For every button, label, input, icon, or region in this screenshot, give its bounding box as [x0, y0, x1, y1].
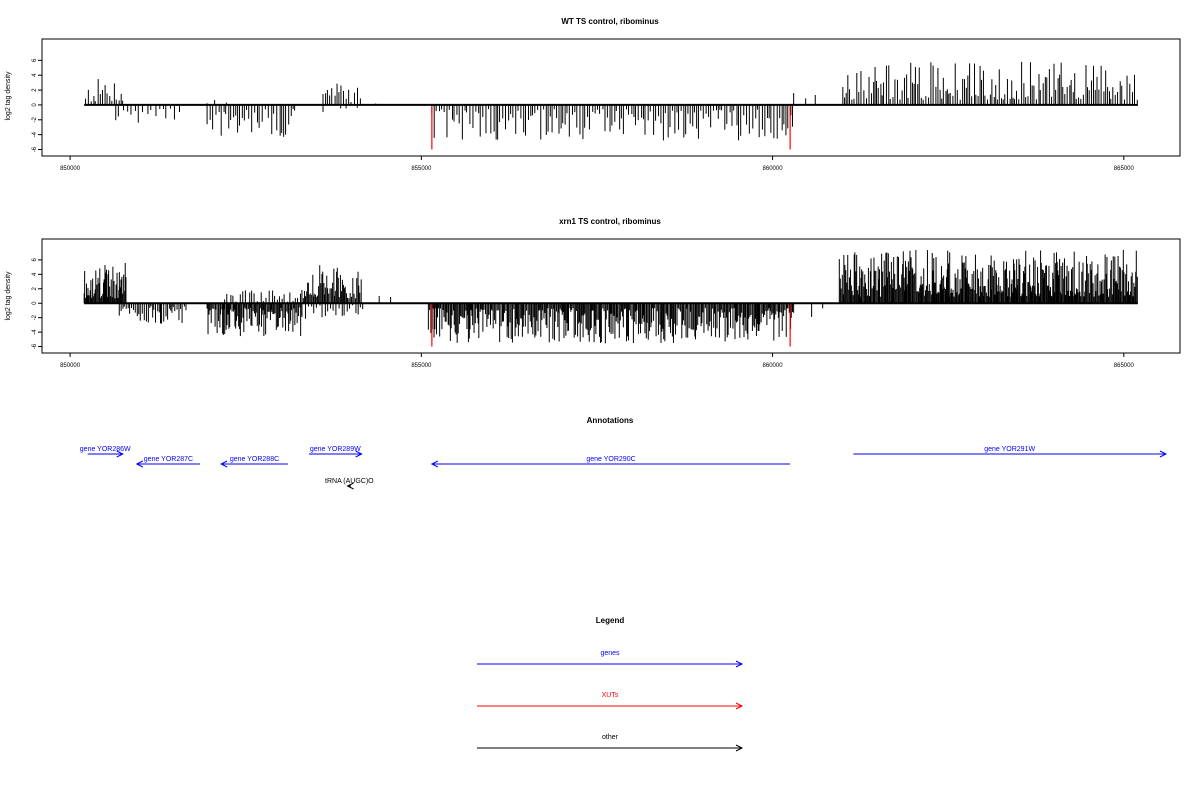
legend-arrow-gene	[477, 660, 744, 668]
y-tick-label: -4	[32, 329, 38, 335]
feature-label: gene YOR291W	[984, 446, 1035, 453]
feature-label: gene YOR290C	[586, 456, 635, 463]
feature-label: gene YOR287C	[144, 456, 193, 463]
legend-arrow-xut	[477, 702, 744, 710]
legend-title: Legend	[596, 616, 625, 625]
x-tick-label: 855000	[411, 363, 432, 369]
legend-items: genes XUTs other	[477, 650, 744, 752]
x-tick-label: 860000	[763, 166, 784, 172]
feature-arrow	[346, 482, 354, 490]
y-axis: -6 -4 -2 0 2 4 6	[32, 258, 42, 349]
legend-label: genes	[600, 650, 620, 657]
y-tick-label: 0	[32, 103, 38, 107]
y-tick-label: -2	[32, 116, 38, 122]
annotations-title: Annotations	[587, 416, 634, 425]
y-axis-label: log2 tag density	[5, 271, 12, 321]
plot-frame	[41, 238, 1181, 354]
feature-label: gene YOR289W	[310, 446, 361, 453]
density-bars	[84, 61, 1138, 150]
x-axis: 850000 855000 860000 865000	[60, 353, 1134, 369]
y-tick-label: 4	[32, 272, 38, 276]
y-axis-label: log2 tag density	[5, 71, 12, 121]
feature-arrow	[430, 460, 791, 468]
y-tick-label: 6	[32, 58, 38, 62]
y-tick-label: 4	[32, 73, 38, 77]
feature-label: gene YOR286W	[80, 446, 131, 453]
panel-title: xrn1 TS control, ribominus	[559, 217, 661, 226]
x-tick-label: 850000	[60, 363, 81, 369]
legend-label: other	[602, 734, 619, 741]
feature-list: gene YOR286W gene YOR287C gene YOR288C gene…	[80, 446, 1168, 490]
x-tick-label: 865000	[1114, 363, 1135, 369]
y-tick-label: -6	[32, 343, 38, 349]
plot-frame	[41, 38, 1181, 157]
track-panel-wt: WT TS control, ribominus log2 tag densit…	[5, 17, 1181, 172]
y-tick-label: 2	[32, 286, 38, 290]
feature-arrow	[308, 450, 363, 458]
y-tick-label: 2	[32, 88, 38, 92]
feature-arrow	[220, 460, 288, 468]
density-bars	[83, 249, 1138, 347]
panel-title: WT TS control, ribominus	[561, 17, 659, 26]
y-tick-label: -6	[32, 146, 38, 152]
x-tick-label: 865000	[1114, 166, 1135, 172]
y-tick-label: -2	[32, 314, 38, 320]
feature-label: tRNA (AUGC)O	[325, 478, 374, 485]
legend-label: XUTs	[602, 692, 619, 699]
track-panel-xrn1: xrn1 TS control, ribominus log2 tag dens…	[5, 217, 1181, 369]
x-tick-label: 850000	[60, 166, 81, 172]
y-tick-label: 0	[32, 301, 38, 305]
feature-arrow	[135, 460, 201, 468]
y-tick-label: -4	[32, 131, 38, 137]
y-tick-label: 6	[32, 258, 38, 262]
x-axis: 850000 855000 860000 865000	[60, 156, 1134, 172]
y-axis: -6 -4 -2 0 2 4 6	[32, 58, 42, 152]
feature-arrow	[853, 450, 1168, 458]
x-tick-label: 855000	[411, 166, 432, 172]
x-tick-label: 860000	[763, 363, 784, 369]
feature-label: gene YOR288C	[230, 456, 279, 463]
legend: Legend genes XUTs other	[477, 616, 744, 752]
legend-arrow-other	[477, 744, 744, 752]
feature-arrow	[87, 450, 124, 458]
